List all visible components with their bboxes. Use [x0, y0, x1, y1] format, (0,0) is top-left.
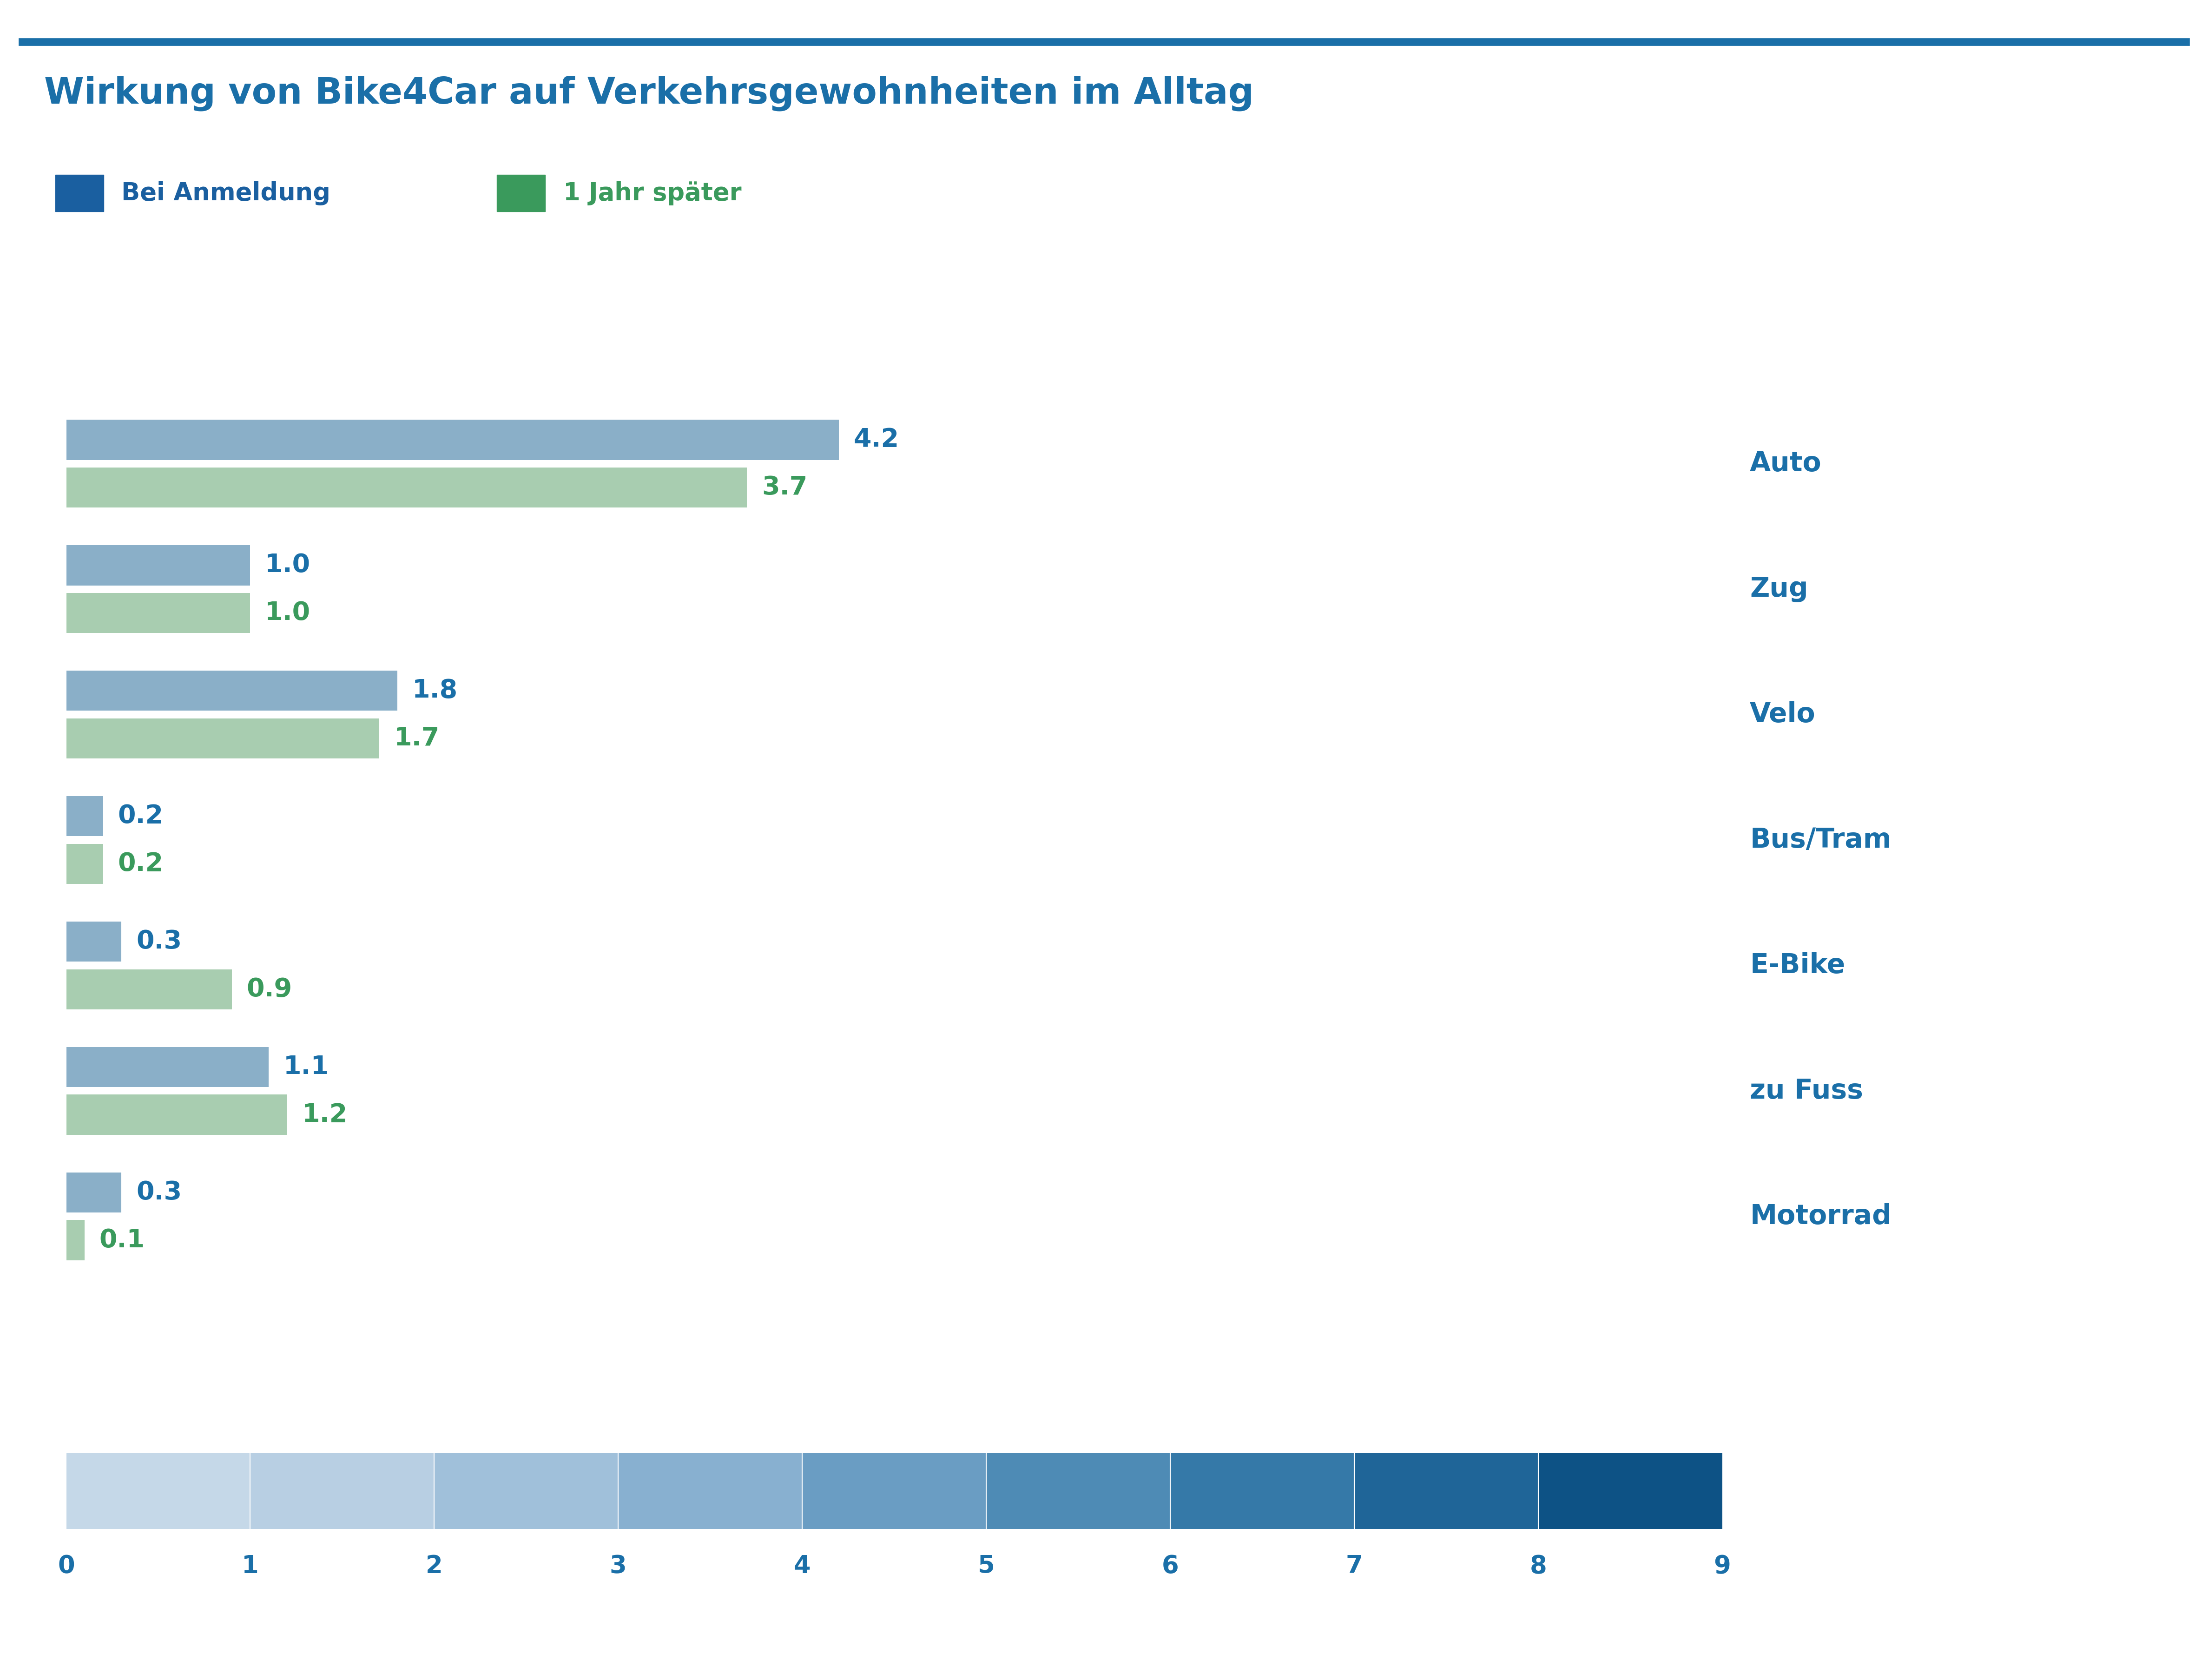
Text: 1.2: 1.2: [302, 1102, 347, 1127]
Text: 2: 2: [426, 1554, 444, 1578]
Text: E-Bike: E-Bike: [1749, 953, 1846, 979]
Bar: [66, 1453, 250, 1529]
Bar: [987, 1453, 1170, 1529]
Text: 1.7: 1.7: [393, 726, 439, 751]
Text: 1.0: 1.0: [265, 600, 311, 625]
Text: 1.1: 1.1: [283, 1055, 329, 1080]
Bar: [66, 1220, 84, 1260]
Text: 1 Jahr später: 1 Jahr später: [563, 181, 742, 205]
Bar: [618, 1453, 802, 1529]
Text: 7: 7: [1345, 1554, 1362, 1578]
Text: 4.2: 4.2: [854, 427, 899, 452]
Text: 9: 9: [1713, 1554, 1731, 1578]
Bar: [66, 796, 104, 837]
Text: 0.9: 0.9: [247, 976, 291, 1001]
Bar: [66, 843, 104, 884]
Text: 8: 8: [1530, 1554, 1548, 1578]
Text: 0.3: 0.3: [137, 1179, 181, 1205]
Text: Velo: Velo: [1749, 701, 1815, 727]
Bar: [1539, 1453, 1722, 1529]
Bar: [66, 593, 250, 633]
Bar: [802, 1453, 987, 1529]
Bar: [435, 1453, 618, 1529]
Text: 0.2: 0.2: [117, 803, 163, 828]
Text: Motorrad: Motorrad: [1749, 1203, 1892, 1230]
Bar: [66, 969, 232, 1010]
Bar: [250, 1453, 435, 1529]
Text: 4: 4: [793, 1554, 810, 1578]
Bar: [66, 719, 380, 758]
Bar: [66, 1047, 269, 1087]
Text: 3: 3: [609, 1554, 627, 1578]
Text: Zug: Zug: [1749, 576, 1808, 603]
Text: 0.1: 0.1: [99, 1228, 146, 1253]
Bar: [66, 1173, 121, 1213]
Text: 0: 0: [57, 1554, 75, 1578]
Text: 0.3: 0.3: [137, 929, 181, 954]
Text: Wirkung von Bike4Car auf Verkehrsgewohnheiten im Alltag: Wirkung von Bike4Car auf Verkehrsgewohnh…: [44, 76, 1254, 111]
Bar: [66, 420, 839, 460]
Text: Bus/Tram: Bus/Tram: [1749, 827, 1892, 853]
Text: 6: 6: [1161, 1554, 1179, 1578]
Text: Bei Anmeldung: Bei Anmeldung: [121, 181, 331, 205]
Text: zu Fuss: zu Fuss: [1749, 1077, 1864, 1104]
Text: 1: 1: [241, 1554, 258, 1578]
Text: Auto: Auto: [1749, 450, 1822, 477]
Bar: [1354, 1453, 1539, 1529]
Text: 1.0: 1.0: [265, 553, 311, 578]
Text: 3.7: 3.7: [762, 475, 808, 501]
Bar: [66, 670, 397, 711]
Text: 5: 5: [978, 1554, 996, 1578]
Bar: [66, 546, 250, 585]
Text: 1.8: 1.8: [413, 679, 457, 704]
Text: 0.2: 0.2: [117, 852, 163, 877]
Bar: [66, 467, 746, 507]
Bar: [66, 922, 121, 961]
Bar: [1170, 1453, 1354, 1529]
Bar: [66, 1095, 287, 1134]
